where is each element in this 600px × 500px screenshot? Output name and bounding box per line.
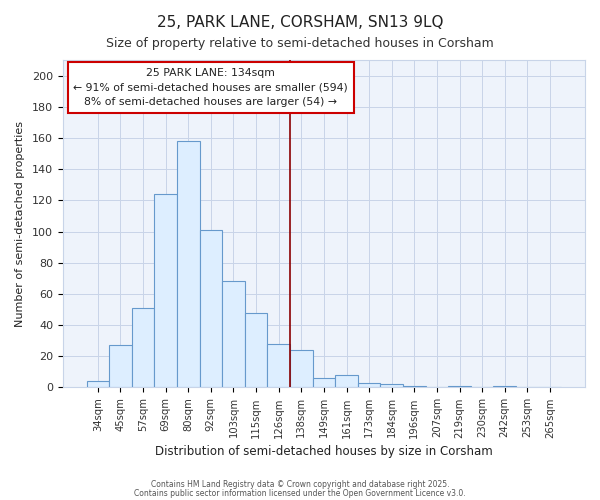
Bar (154, 194, 177, 388)
Text: 25 PARK LANE: 134sqm
← 91% of semi-detached houses are smaller (594)
8% of semi-: 25 PARK LANE: 134sqm ← 91% of semi-detac… (73, 68, 348, 108)
Bar (403, 386, 425, 388)
X-axis label: Distribution of semi-detached houses by size in Corsham: Distribution of semi-detached houses by … (155, 444, 493, 458)
Text: Contains HM Land Registry data © Crown copyright and database right 2025.: Contains HM Land Registry data © Crown c… (151, 480, 449, 489)
Bar (132, 308, 154, 388)
Text: 25, PARK LANE, CORSHAM, SN13 9LQ: 25, PARK LANE, CORSHAM, SN13 9LQ (157, 15, 443, 30)
Bar (200, 230, 222, 388)
Bar (380, 384, 403, 388)
Bar (109, 346, 132, 388)
Bar (335, 375, 358, 388)
Bar (358, 383, 380, 388)
Y-axis label: Number of semi-detached properties: Number of semi-detached properties (15, 120, 25, 326)
Text: Contains public sector information licensed under the Open Government Licence v3: Contains public sector information licen… (134, 489, 466, 498)
Bar (268, 344, 290, 388)
Bar (448, 386, 471, 388)
Bar (313, 378, 335, 388)
Bar (222, 282, 245, 388)
Bar (245, 312, 268, 388)
Bar (493, 386, 516, 388)
Bar (86, 381, 109, 388)
Bar (177, 141, 200, 388)
Text: Size of property relative to semi-detached houses in Corsham: Size of property relative to semi-detach… (106, 38, 494, 51)
Bar (290, 350, 313, 388)
